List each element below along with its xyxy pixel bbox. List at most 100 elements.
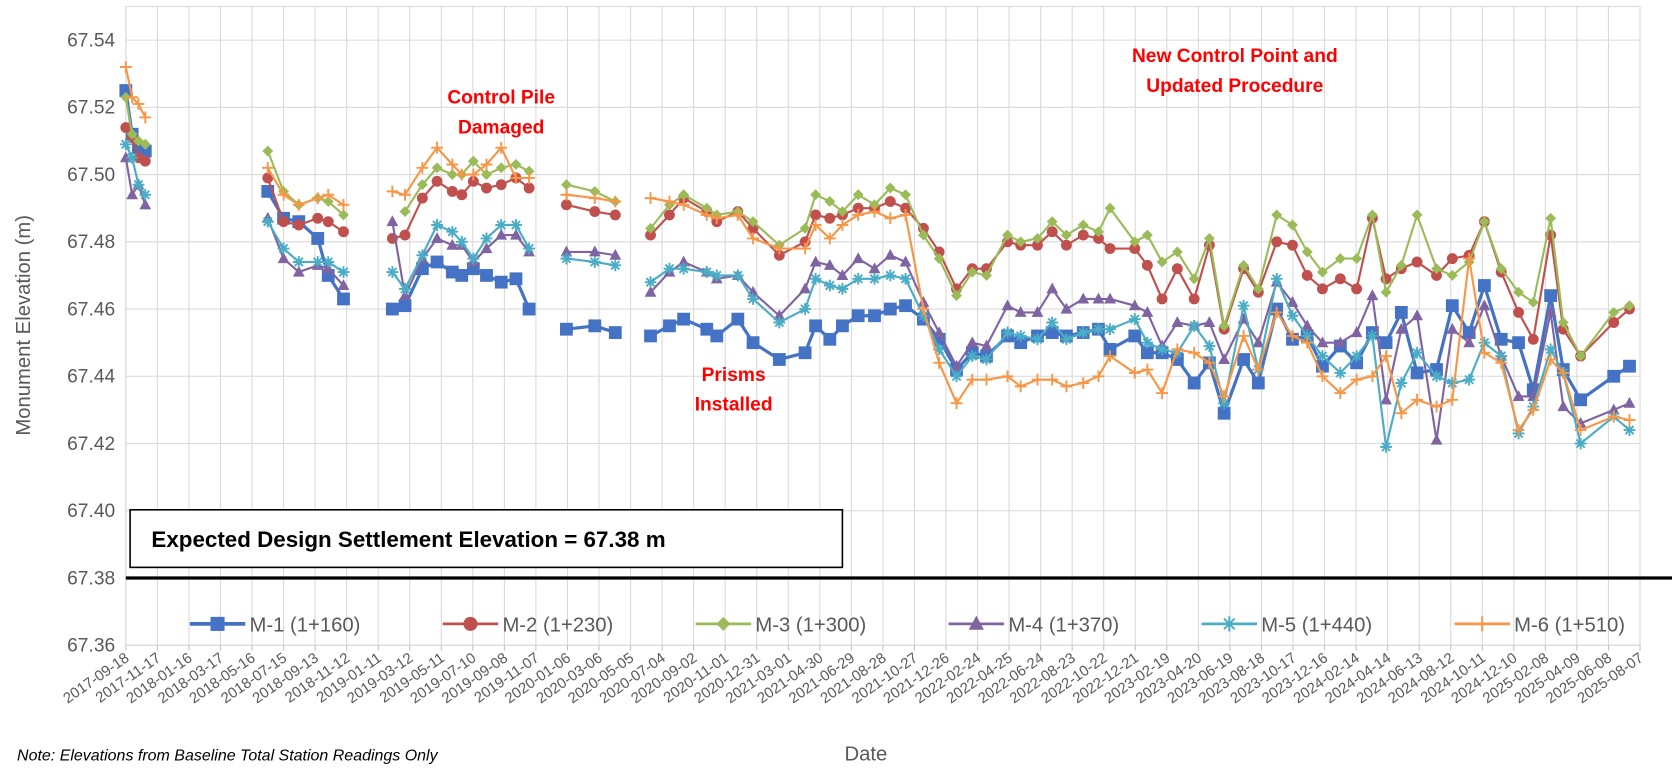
marker (1431, 269, 1442, 281)
marker (126, 151, 139, 164)
marker (1031, 333, 1044, 346)
marker (1104, 292, 1116, 304)
marker (1380, 393, 1392, 405)
marker (852, 252, 865, 264)
y-tick-label: 67.42 (67, 434, 115, 455)
marker (1478, 336, 1491, 349)
marker (731, 312, 745, 326)
marker (1092, 292, 1105, 304)
marker (139, 111, 152, 124)
marker (494, 275, 508, 289)
marker (1350, 326, 1363, 338)
marker (678, 189, 690, 201)
marker (312, 212, 324, 224)
marker (810, 189, 822, 201)
marker (1060, 302, 1073, 314)
marker (467, 175, 479, 187)
marker (126, 91, 139, 104)
marker (933, 326, 946, 338)
y-tick-label: 67.50 (67, 165, 115, 186)
marker (139, 138, 151, 150)
marker (1430, 370, 1443, 383)
marker (262, 145, 274, 157)
marker (917, 295, 930, 307)
marker (1463, 252, 1476, 265)
marker (1031, 373, 1044, 386)
marker (1411, 346, 1423, 359)
marker (1031, 306, 1044, 317)
legend-label: M-5 (1+440) (1261, 614, 1372, 636)
marker (1014, 330, 1027, 342)
marker (933, 356, 946, 369)
marker (798, 346, 812, 360)
marker (1366, 289, 1379, 301)
marker (1141, 306, 1154, 317)
marker (1129, 243, 1141, 254)
marker (747, 216, 759, 228)
annotation: Control Pile (447, 88, 555, 109)
marker (731, 269, 744, 282)
marker (1380, 350, 1392, 362)
marker (1608, 306, 1620, 318)
legend-label: M-3 (1+300) (755, 614, 866, 636)
marker (1495, 350, 1508, 362)
marker (809, 319, 823, 333)
marker (1077, 292, 1090, 304)
marker (416, 192, 428, 204)
marker (1092, 370, 1105, 383)
marker (747, 293, 759, 305)
marker (1270, 272, 1283, 285)
marker (1104, 202, 1116, 214)
marker (1156, 387, 1168, 399)
marker (495, 228, 508, 240)
marker (1446, 322, 1459, 334)
marker (663, 319, 676, 333)
marker (481, 182, 492, 194)
marker (824, 212, 836, 224)
marker (884, 196, 896, 207)
marker (1544, 306, 1557, 317)
marker (1317, 266, 1328, 278)
marker (1350, 373, 1363, 386)
y-tick-label: 67.52 (67, 98, 115, 119)
marker (560, 322, 573, 336)
marker (1286, 330, 1299, 342)
marker (1287, 239, 1298, 251)
marker (836, 282, 849, 295)
marker (950, 370, 963, 383)
marker (1574, 393, 1587, 407)
marker (851, 309, 865, 323)
marker (1512, 424, 1525, 436)
marker (731, 209, 744, 221)
marker (1623, 414, 1636, 426)
marker (1032, 239, 1043, 251)
marker (480, 158, 493, 171)
marker (747, 232, 759, 245)
marker (1395, 322, 1408, 334)
marker (1141, 229, 1153, 241)
marker (1104, 323, 1116, 336)
marker (495, 141, 508, 154)
marker (1527, 333, 1539, 345)
marker (523, 182, 535, 194)
marker (1557, 400, 1570, 412)
marker (1077, 229, 1089, 241)
marker (1366, 209, 1378, 221)
marker (431, 232, 443, 243)
marker (1046, 216, 1058, 228)
marker (467, 168, 480, 181)
marker (1015, 236, 1027, 248)
marker (1060, 239, 1072, 251)
marker (1411, 256, 1423, 268)
marker (1379, 336, 1393, 350)
marker (523, 172, 535, 184)
marker (1128, 367, 1141, 379)
marker (322, 188, 335, 201)
marker (1478, 299, 1491, 311)
marker (1238, 259, 1250, 271)
marker (1446, 253, 1458, 265)
marker (1077, 326, 1090, 339)
marker (1301, 269, 1313, 281)
marker (1574, 437, 1587, 450)
marker (1002, 229, 1013, 241)
